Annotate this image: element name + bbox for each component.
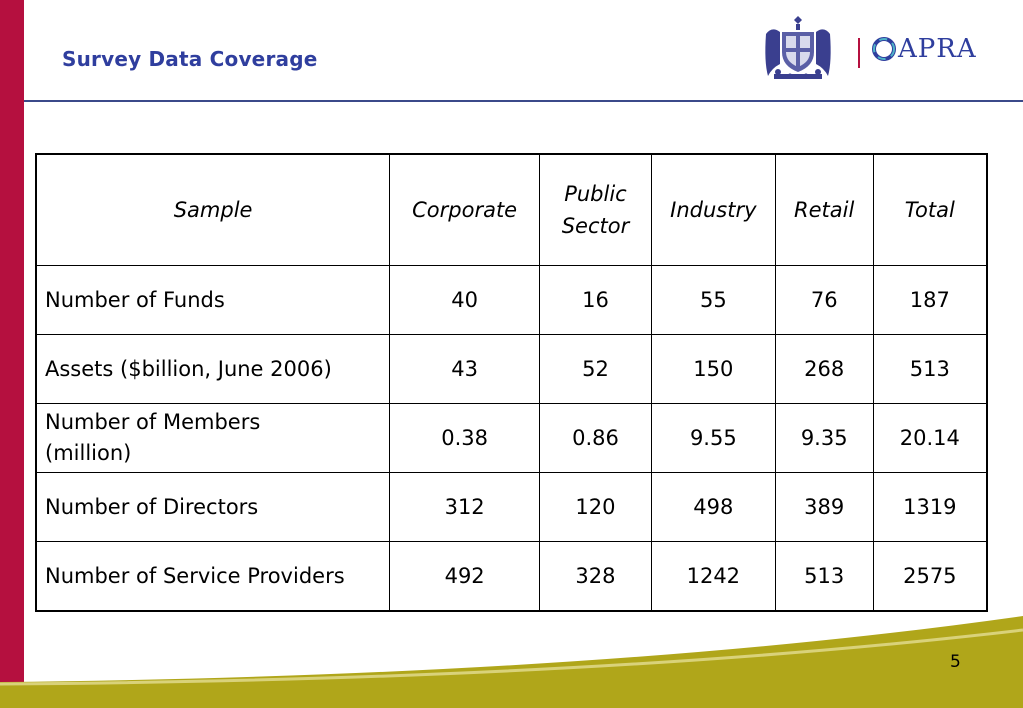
cell-corporate: 492 [389,541,541,612]
table-row: Number of Funds 40 16 55 76 187 [35,265,988,335]
cell-retail: 9.35 [774,403,874,473]
row-label: Number of Directors [35,472,391,542]
table-row: Number of Members (million) 0.38 0.86 9.… [35,403,988,473]
cell-corporate: 43 [389,334,541,404]
cell-industry: 55 [650,265,776,335]
cell-public-sector: 52 [539,334,652,404]
header-public-line2: Sector [561,214,630,238]
cell-retail: 76 [774,265,874,335]
row-label: Assets ($billion, June 2006) [35,334,391,404]
footer-swoosh [0,616,1023,708]
logo-divider [858,38,860,68]
header-public-sector: Public Sector [539,153,652,266]
header-corporate: Corporate [389,153,541,266]
cell-retail: 389 [774,472,874,542]
cell-total: 513 [872,334,988,404]
header-industry: Industry [650,153,776,266]
row-label-line1: Number of Members [45,410,261,434]
cell-industry: 1242 [650,541,776,612]
cell-industry: 9.55 [650,403,776,473]
page-number: 5 [950,652,961,672]
header-sample: Sample [35,153,391,266]
cell-public-sector: 0.86 [539,403,652,473]
cell-total: 2575 [872,541,988,612]
header-retail: Retail [774,153,874,266]
cell-retail: 513 [774,541,874,612]
header-public-line1: Public [564,182,627,206]
row-label: Number of Funds [35,265,391,335]
table-row: Assets ($billion, June 2006) 43 52 150 2… [35,334,988,404]
table-row: Number of Directors 312 120 498 389 1319 [35,472,988,542]
cell-industry: 150 [650,334,776,404]
header-total: Total [872,153,988,266]
coat-of-arms-icon [765,16,831,79]
survey-coverage-table: Sample Corporate Public Sector Industry … [35,153,988,612]
cell-total: 20.14 [872,403,988,473]
logo-group [765,16,896,79]
header-rule [24,100,1023,102]
slide-title: Survey Data Coverage [62,47,318,71]
cell-corporate: 312 [389,472,541,542]
cell-total: 187 [872,265,988,335]
apra-ring-icon [872,37,896,61]
row-label-line2: (million) [45,441,132,465]
cell-corporate: 0.38 [389,403,541,473]
table-header-row: Sample Corporate Public Sector Industry … [35,153,988,266]
left-accent-bar [0,0,24,708]
cell-public-sector: 16 [539,265,652,335]
row-label: Number of Service Providers [35,541,391,612]
cell-public-sector: 120 [539,472,652,542]
cell-corporate: 40 [389,265,541,335]
cell-industry: 498 [650,472,776,542]
cell-public-sector: 328 [539,541,652,612]
cell-retail: 268 [774,334,874,404]
row-label: Number of Members (million) [35,403,391,473]
apra-logo-text: APRA [898,34,977,64]
cell-total: 1319 [872,472,988,542]
table-row: Number of Service Providers 492 328 1242… [35,541,988,612]
